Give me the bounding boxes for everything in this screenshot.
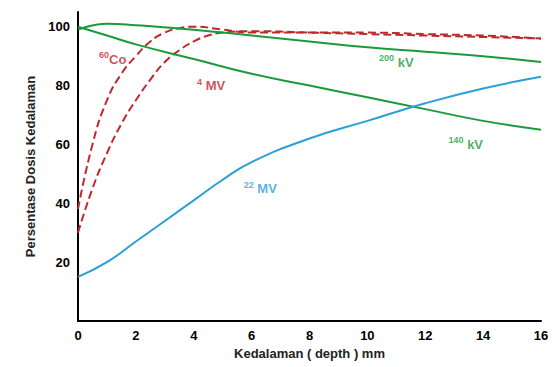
svg-text:8: 8 — [306, 328, 313, 343]
svg-text:22: 22 — [244, 180, 254, 190]
svg-text:16: 16 — [534, 328, 548, 343]
svg-text:200: 200 — [379, 53, 394, 63]
svg-text:Kedalaman ( depth ) mm: Kedalaman ( depth ) mm — [234, 346, 385, 361]
svg-text:4: 4 — [190, 328, 198, 343]
svg-text:10: 10 — [360, 328, 374, 343]
svg-text:Co: Co — [109, 52, 126, 67]
svg-text:14: 14 — [476, 328, 491, 343]
svg-text:60: 60 — [99, 50, 109, 60]
svg-text:MV: MV — [254, 181, 277, 196]
svg-text:20: 20 — [56, 255, 70, 270]
svg-text:Persentase Dosis Kedalaman: Persentase Dosis Kedalaman — [23, 76, 38, 257]
svg-text:100: 100 — [48, 19, 70, 34]
svg-text:kV: kV — [394, 55, 414, 70]
svg-text:0: 0 — [74, 328, 81, 343]
svg-text:4: 4 — [197, 76, 203, 87]
svg-text:kV: kV — [464, 137, 484, 152]
svg-text:12: 12 — [418, 328, 432, 343]
svg-text:MV: MV — [202, 78, 225, 93]
svg-text:140: 140 — [448, 135, 463, 145]
svg-text:60: 60 — [56, 137, 70, 152]
svg-text:40: 40 — [56, 196, 70, 211]
svg-text:6: 6 — [248, 328, 255, 343]
svg-text:80: 80 — [56, 78, 70, 93]
svg-text:2: 2 — [132, 328, 139, 343]
